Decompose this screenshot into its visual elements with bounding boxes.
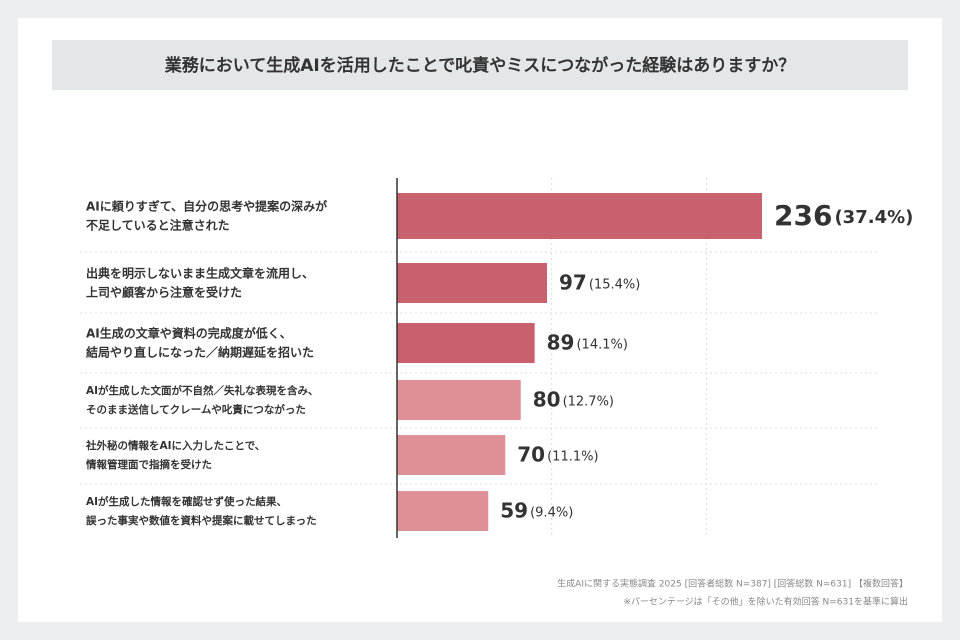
category-label: 結局やり直しになった／納期遅延を招いた <box>86 345 314 360</box>
category-label: AIに頼りすぎて、自分の思考や提案の深みが <box>86 199 327 214</box>
note: ※パーセンテージは「その他」を除いた有効回答 N=631を基準に算出 <box>623 596 908 608</box>
value-label: 70 <box>517 443 545 467</box>
note: 生成AIに関する実態調査 2025 [回答者総数 N=387] [回答総数 N=… <box>557 578 908 590</box>
card <box>18 18 942 622</box>
category-label: AIが生成した文面が不自然／失礼な表現を含み、 <box>86 384 319 397</box>
value-label: 97 <box>559 271 587 295</box>
percent-label: (11.1%) <box>547 450 598 465</box>
category-label: 出典を明示しないまま生成文章を流用し、 <box>86 266 314 281</box>
bar <box>397 263 548 303</box>
bar <box>397 323 535 363</box>
value-label: 80 <box>533 388 561 412</box>
category-label: 誤った事実や数値を資料や提案に載せてしまった <box>86 514 317 527</box>
value-label: 59 <box>500 499 528 523</box>
percent-label: (14.1%) <box>576 338 627 353</box>
bar <box>397 193 763 239</box>
percent-label: (15.4%) <box>589 278 640 293</box>
category-label: 上司や顧客から注意を受けた <box>86 285 242 300</box>
percent-label: (9.4%) <box>530 506 573 521</box>
percent-label: (37.4%) <box>834 207 913 228</box>
percent-label: (12.7%) <box>563 395 614 410</box>
value-label: 89 <box>547 331 575 355</box>
value-label: 236 <box>774 199 832 232</box>
bar <box>397 435 506 475</box>
chart-title: 業務において生成AIを活用したことで叱責やミスにつながった経験はありますか？ <box>165 55 795 76</box>
category-label: 不足していると注意された <box>86 218 230 233</box>
category-label: AI生成の文章や資料の完成度が低く、 <box>86 326 292 341</box>
category-label: 情報管理面で指摘を受けた <box>86 458 212 471</box>
bar <box>397 380 521 420</box>
category-label: 社外秘の情報をAIに入力したことで、 <box>85 439 265 452</box>
title-band <box>52 40 908 90</box>
category-label: AIが生成した情報を確認せず使った結果、 <box>86 495 287 508</box>
bar <box>397 491 489 531</box>
category-label: そのまま送信してクレームや叱責につながった <box>86 403 306 416</box>
